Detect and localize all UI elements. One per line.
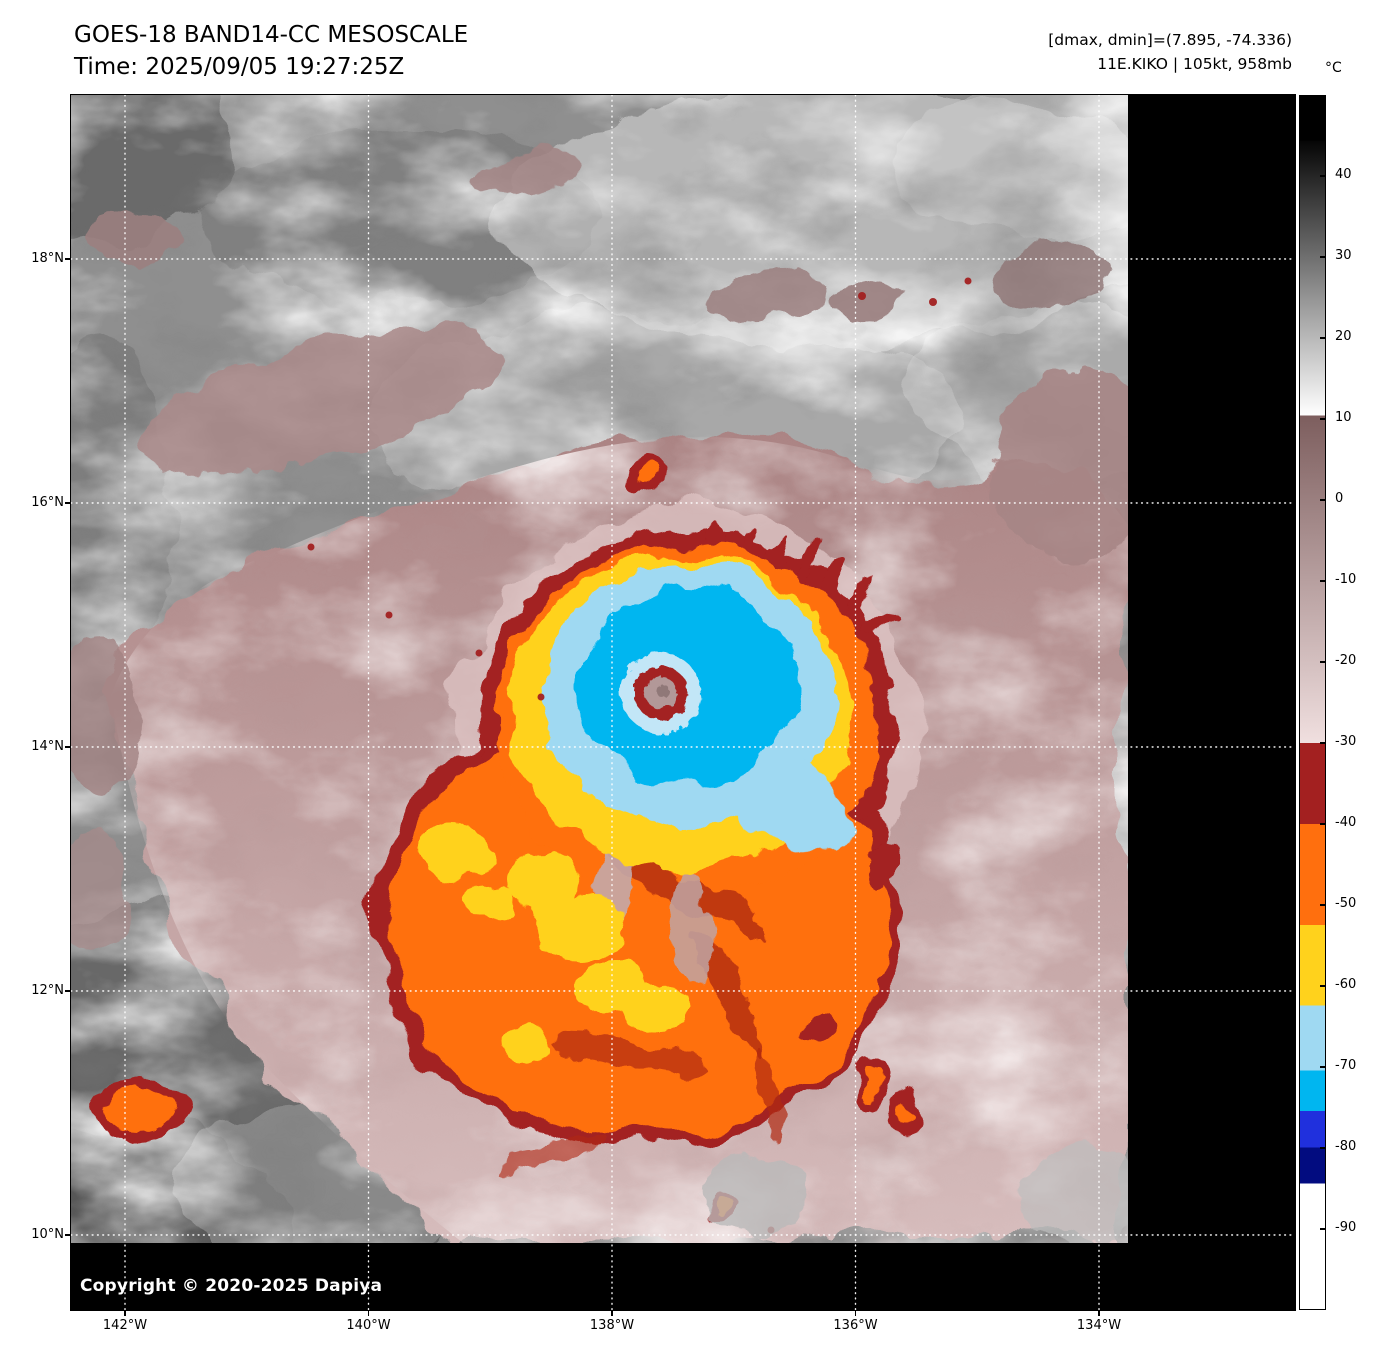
- colorbar-tick-mark: [1320, 985, 1325, 987]
- latitude-tick-label: 10°N: [31, 1227, 64, 1242]
- colorbar-tick-mark: [1320, 823, 1325, 825]
- colorbar-tick-mark: [1320, 742, 1325, 744]
- colorbar-tick-label: -30: [1335, 734, 1357, 749]
- longitude-tick-mark: [854, 1310, 857, 1316]
- bottom-gray-patches: [701, 1145, 1128, 1243]
- longitude-tick-mark: [611, 1310, 613, 1316]
- graticule: [71, 95, 1295, 1310]
- colorbar-tick-mark: [1320, 661, 1325, 663]
- product-timestamp: Time: 2025/09/05 19:27:25Z: [74, 53, 405, 80]
- satellite-data-region: [71, 95, 1128, 1243]
- eye-center-dot: [656, 684, 670, 698]
- longitude-tick-mark: [1098, 1310, 1100, 1316]
- colorbar-tick-mark: [1320, 1147, 1325, 1149]
- dmax-dmin-readout: [dmax, dmin]=(7.895, -74.336): [1048, 31, 1292, 49]
- satellite-map-plot: Copyright © 2020-2025 Dapiya: [70, 94, 1296, 1311]
- colorbar-tick-label: 20: [1335, 329, 1352, 344]
- colorbar-unit-label: °C: [1325, 60, 1342, 76]
- colorbar-tick-label: 0: [1335, 491, 1344, 506]
- colorbar-gradient: [1299, 95, 1326, 1310]
- colorbar-tick-label: -70: [1335, 1058, 1357, 1073]
- colorbar-tick-mark: [1320, 580, 1325, 582]
- latitude-tick-label: 16°N: [31, 495, 64, 510]
- storm-info-readout: 11E.KIKO | 105kt, 958mb: [1097, 55, 1292, 74]
- longitude-tick-label: 142°W: [102, 1318, 148, 1333]
- longitude-tick-label: 134°W: [1076, 1318, 1122, 1333]
- outer-mauve-bands: [71, 151, 1128, 955]
- southwest-yellow-patches: [417, 827, 687, 1065]
- colorbar-tick-mark: [1320, 1228, 1325, 1230]
- outlying-convective-cells: [89, 449, 921, 1220]
- colorbar-tick-label: -40: [1335, 815, 1357, 830]
- copyright-watermark: Copyright © 2020-2025 Dapiya: [80, 1276, 383, 1296]
- product-title: GOES-18 BAND14-CC MESOSCALE: [74, 22, 469, 48]
- colorbar-tick-mark: [1320, 904, 1325, 906]
- colorbar-tick-label: 30: [1335, 248, 1352, 263]
- longitude-tick-mark: [367, 1310, 370, 1316]
- longitude-tick-mark: [124, 1310, 126, 1316]
- longitude-tick-label: 138°W: [589, 1318, 635, 1333]
- header-left: GOES-18 BAND14-CC MESOSCALE Time: 2025/0…: [74, 20, 468, 83]
- colorbar-tick-mark: [1320, 175, 1325, 177]
- colorbar: °C 40 30 20 10 0 -10 -20 -30 -40 -50 -60 -70 -80 -90: [1299, 0, 1390, 1359]
- latitude-tick-label: 14°N: [31, 739, 64, 754]
- hurricane-cdo: [373, 521, 898, 1178]
- latitude-tick-label: 12°N: [31, 983, 64, 998]
- colorbar-tick-label: -10: [1335, 572, 1357, 587]
- header-right: [dmax, dmin]=(7.895, -74.336) 11E.KIKO |…: [1048, 28, 1292, 76]
- colorbar-tick-mark: [1320, 499, 1325, 501]
- satellite-scene-svg: [71, 95, 1295, 1310]
- colorbar-tick-mark: [1320, 418, 1325, 420]
- latitude-tick-label: 18°N: [31, 251, 64, 266]
- colorbar-tick-mark: [1320, 337, 1325, 339]
- longitude-tick-label: 140°W: [346, 1318, 391, 1333]
- longitude-tick-label: 136°W: [833, 1318, 878, 1333]
- colorbar-tick-label: -20: [1335, 653, 1357, 668]
- colorbar-tick-mark: [1320, 256, 1325, 258]
- colorbar-tick-label: 40: [1335, 167, 1352, 182]
- colorbar-tick-mark: [1320, 1066, 1325, 1068]
- colorbar-tick-label: -60: [1335, 977, 1357, 992]
- colorbar-tick-label: -90: [1335, 1220, 1357, 1235]
- colorbar-tick-label: -50: [1335, 896, 1357, 911]
- colorbar-tick-label: 10: [1335, 410, 1352, 425]
- colorbar-tick-label: -80: [1335, 1139, 1357, 1154]
